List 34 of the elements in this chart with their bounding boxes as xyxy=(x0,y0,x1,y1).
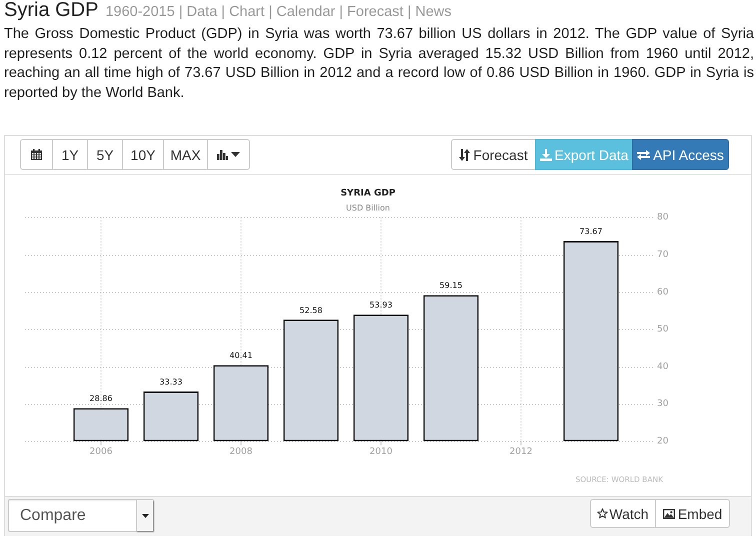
data-label: 28.86 xyxy=(90,394,112,404)
data-label: 59.15 xyxy=(440,281,462,290)
compare-dropdown[interactable]: Compare xyxy=(8,499,154,532)
chart-type-button[interactable] xyxy=(207,139,250,170)
data-label: 53.93 xyxy=(370,300,392,310)
range-button[interactable]: 5Y xyxy=(87,139,123,170)
text: Syria GDP xyxy=(4,0,98,21)
y-tick-label: 40 xyxy=(657,362,669,372)
y-tick-label: 80 xyxy=(657,212,669,223)
chart-subtitle: USD Billion xyxy=(346,204,390,213)
x-tick-label: 2008 xyxy=(230,446,253,457)
range-button[interactable]: 10Y xyxy=(122,139,164,170)
embed-button[interactable]: Embed xyxy=(655,499,730,528)
y-tick-label: 20 xyxy=(657,436,669,447)
x-tick-label: 2010 xyxy=(370,446,393,457)
chart-title: SYRIA GDP xyxy=(340,188,396,199)
data-label: 33.33 xyxy=(160,378,182,387)
calendar-button[interactable] xyxy=(20,139,53,170)
text: The Gross Domestic Product (GDP) in Syria was worth 73.67 billion US dollars in 2012. The GDP value of Syria represents 0.12 percent of the world economy. GDP in Syria averaged 15.32 USD Billion from 1960 until 2012, reaching an all time high of 73.67 USD Billion in 2012 and a record low of 0.86 USD Billion in 1960. GDP in Syria is reported by the World Bank. xyxy=(4,25,754,102)
y-tick-label: 30 xyxy=(657,399,669,410)
data-label: 40.41 xyxy=(230,351,252,360)
api-access-button[interactable]: API Access xyxy=(632,139,729,170)
range-button[interactable]: MAX xyxy=(163,139,208,170)
range-button[interactable]: 1Y xyxy=(52,139,88,170)
x-tick-label: 2006 xyxy=(90,446,113,457)
forecast-button[interactable]: Forecast xyxy=(451,139,536,170)
y-tick-label: 70 xyxy=(657,250,669,260)
data-label: 52.58 xyxy=(300,306,322,315)
data-label: 73.67 xyxy=(580,227,602,236)
watch-button[interactable]: Watch xyxy=(590,499,656,528)
text: 1960-2015 | Data | Chart | Calendar | Forecast | News xyxy=(105,4,452,20)
y-tick-label: 60 xyxy=(657,287,669,298)
y-tick-label: 50 xyxy=(657,324,669,335)
x-tick-label: 2012 xyxy=(510,446,532,457)
